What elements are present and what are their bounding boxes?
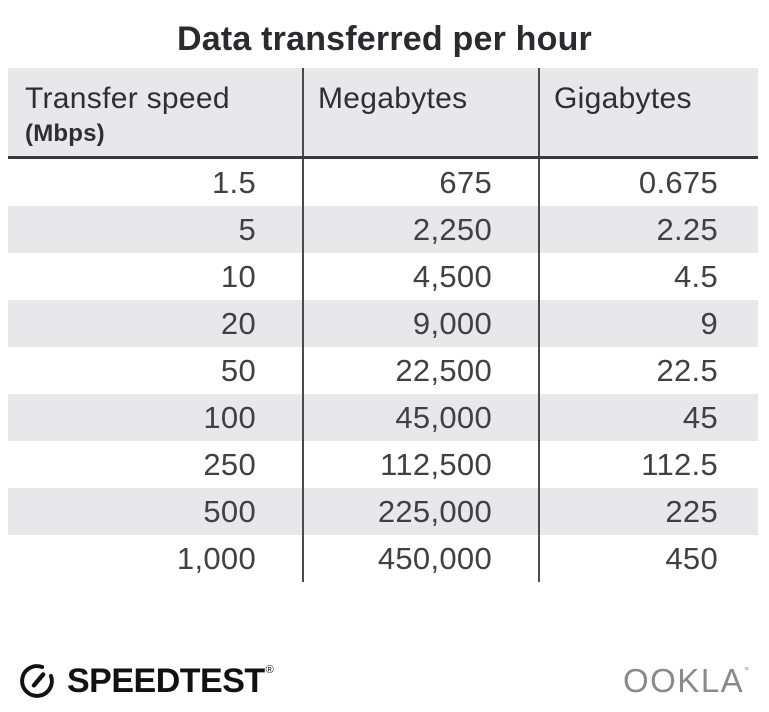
cell-gigabytes: 225 [538,488,758,535]
cell-transfer-speed: 1.5 [212,165,256,200]
table-row: 5 2,250 2.25 [8,206,758,253]
cell-megabytes: 4,500 [302,253,538,300]
cell-transfer-speed: 250 [203,447,256,482]
cell-transfer-speed: 5 [238,212,256,247]
cell-transfer-speed: 10 [220,259,256,294]
cell-gigabytes: 4.5 [538,253,758,300]
table-row: 250 112,500 112.5 [8,441,758,488]
data-table: Transfer speed (Mbps) Megabytes Gigabyte… [8,68,758,582]
cell-transfer-speed: 100 [203,400,256,435]
column-header-label: Megabytes [318,82,468,115]
cell-megabytes: 9,000 [302,300,538,347]
table-row: 10 4,500 4.5 [8,253,758,300]
table-body: 1.5 675 0.675 5 2,250 2.25 10 4,500 4.5 … [8,159,758,582]
speedtest-logo: SPEEDTEST ® [16,660,274,702]
table-row: 100 45,000 45 [8,394,758,441]
cell-gigabytes: 450 [538,535,758,582]
table-row: 50 22,500 22.5 [8,347,758,394]
speedtest-gauge-icon [20,664,54,698]
table-header: Transfer speed (Mbps) Megabytes Gigabyte… [8,68,758,159]
cell-megabytes: 45,000 [302,394,538,441]
cell-gigabytes: 45 [538,394,758,441]
column-header-transfer-speed: Transfer speed (Mbps) [8,68,302,156]
page-title: Data transferred per hour [177,20,592,58]
table-row: 20 9,000 9 [8,300,758,347]
column-header-label: Transfer speed [25,82,230,115]
registered-mark-icon: ® [265,664,274,676]
table-row: 1,000 450,000 450 [8,535,758,582]
cell-megabytes: 225,000 [302,488,538,535]
gauge-needle [31,672,46,688]
cell-megabytes: 450,000 [302,535,538,582]
cell-megabytes: 22,500 [302,347,538,394]
cell-gigabytes: 22.5 [538,347,758,394]
footer: SPEEDTEST ® OOKLA ° [16,660,749,702]
column-header-label: Gigabytes [554,82,692,115]
cell-gigabytes: 0.675 [538,159,758,206]
cell-gigabytes: 2.25 [538,206,758,253]
cell-megabytes: 675 [302,159,538,206]
cell-megabytes: 112,500 [302,441,538,488]
cell-gigabytes: 9 [538,300,758,347]
column-header-sublabel: (Mbps) [25,120,105,147]
cell-megabytes: 2,250 [302,206,538,253]
cell-transfer-speed: 50 [220,353,256,388]
cell-transfer-speed: 20 [220,306,256,341]
cell-gigabytes: 112.5 [538,441,758,488]
cell-transfer-speed: 1,000 [176,541,256,576]
column-header-megabytes: Megabytes [302,68,538,156]
table-row: 1.5 675 0.675 [8,159,758,206]
table-row: 500 225,000 225 [8,488,758,535]
trademark-mark-icon: ° [744,664,749,678]
ookla-logo: OOKLA ° [623,662,749,700]
ookla-wordmark: OOKLA [622,662,745,699]
speedtest-wordmark: SPEEDTEST [67,661,265,700]
column-header-gigabytes: Gigabytes [538,68,758,156]
cell-transfer-speed: 500 [203,494,256,529]
